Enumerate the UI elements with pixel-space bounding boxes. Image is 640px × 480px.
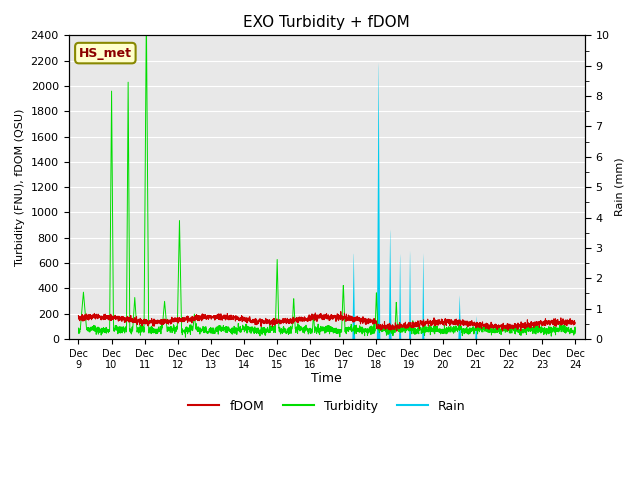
Y-axis label: Rain (mm): Rain (mm)	[615, 158, 625, 216]
Legend: fDOM, Turbidity, Rain: fDOM, Turbidity, Rain	[183, 395, 470, 418]
X-axis label: Time: Time	[312, 372, 342, 384]
Title: EXO Turbidity + fDOM: EXO Turbidity + fDOM	[243, 15, 410, 30]
Text: HS_met: HS_met	[79, 47, 132, 60]
Y-axis label: Turbidity (FNU), fDOM (QSU): Turbidity (FNU), fDOM (QSU)	[15, 108, 25, 266]
